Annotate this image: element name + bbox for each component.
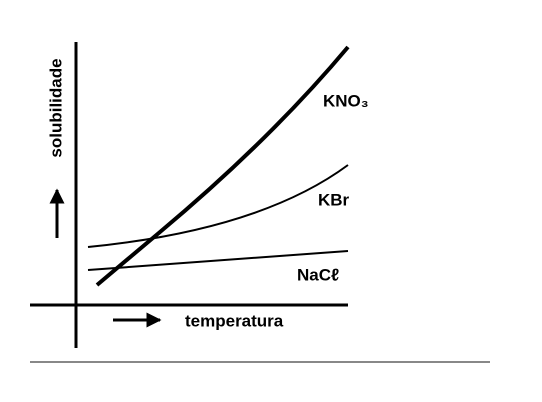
curve-label: KBr <box>318 190 350 209</box>
y-label: solubilidade <box>46 58 65 157</box>
curve-label: KNO₃ <box>323 91 369 110</box>
x-label: temperatura <box>185 311 284 330</box>
curve-nacl <box>87 250 349 271</box>
curve-kbr <box>87 164 349 248</box>
curve-kno3 <box>95 45 350 287</box>
curve-label: NaCℓ <box>297 265 339 284</box>
